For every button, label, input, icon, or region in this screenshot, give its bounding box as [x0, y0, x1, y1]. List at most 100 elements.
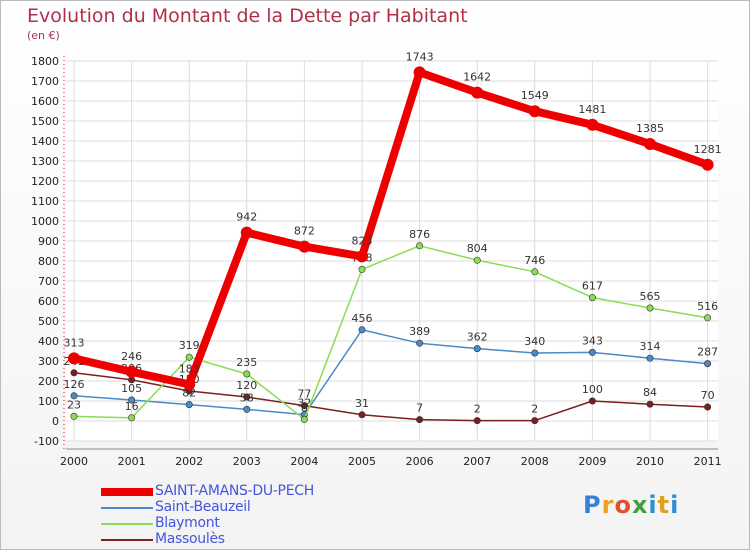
data-point	[300, 402, 308, 410]
data-label: 2	[474, 403, 481, 416]
data-point	[70, 392, 78, 400]
data-label: 82	[182, 387, 196, 400]
x-tick-label: 2005	[348, 455, 376, 468]
data-label: 340	[524, 335, 545, 348]
logo-letter: o	[614, 491, 632, 519]
data-point	[298, 240, 311, 253]
data-point	[358, 326, 366, 334]
data-point	[243, 370, 251, 378]
data-label: 235	[236, 356, 257, 369]
data-point	[644, 138, 656, 150]
data-label: 343	[582, 334, 603, 347]
y-tick-label: 100	[38, 395, 59, 408]
data-label: 942	[236, 211, 257, 224]
data-label: 2	[531, 403, 538, 416]
data-point	[416, 339, 424, 347]
data-point	[128, 396, 136, 404]
data-label: 58	[240, 391, 254, 404]
data-point	[646, 304, 654, 312]
data-label: 362	[467, 331, 488, 344]
y-tick-label: 1300	[31, 155, 59, 168]
x-tick-label: 2008	[521, 455, 549, 468]
data-label: 183	[179, 362, 200, 375]
y-tick-label: 1800	[31, 55, 59, 68]
data-label: 8	[301, 401, 308, 414]
x-tick-label: 2010	[636, 455, 664, 468]
data-point	[528, 105, 541, 118]
data-point	[185, 401, 193, 409]
data-point	[183, 378, 196, 391]
legend-label: Blaymont	[155, 515, 220, 531]
y-tick-label: 1600	[31, 95, 59, 108]
data-label: 389	[409, 325, 430, 338]
data-label: 246	[121, 350, 142, 363]
data-point	[704, 403, 712, 411]
data-point	[473, 417, 481, 425]
data-point	[358, 265, 366, 273]
data-point	[300, 415, 308, 423]
data-point	[701, 158, 714, 171]
chart-title: Evolution du Montant de la Dette par Hab…	[27, 5, 468, 27]
x-tick-label: 2000	[60, 455, 88, 468]
legend-swatch	[101, 507, 153, 509]
x-tick-label: 2003	[233, 455, 261, 468]
data-label: 126	[64, 378, 85, 391]
data-point	[358, 411, 366, 419]
data-point	[646, 400, 654, 408]
y-tick-label: 1500	[31, 115, 59, 128]
proxiti-logo: Proxiti	[583, 491, 679, 519]
data-label: 456	[352, 312, 373, 325]
data-point	[240, 226, 253, 239]
y-tick-label: 1700	[31, 75, 59, 88]
logo-letter: r	[601, 491, 615, 519]
unit-label: (en €)	[27, 29, 60, 42]
data-label: 70	[701, 389, 715, 402]
data-label: 872	[294, 225, 315, 238]
data-label: 1281	[694, 143, 722, 156]
y-tick-label: 300	[38, 355, 59, 368]
data-label: 1481	[578, 103, 606, 116]
data-label: 876	[409, 228, 430, 241]
y-tick-label: 200	[38, 375, 59, 388]
data-point	[531, 268, 539, 276]
data-point	[588, 294, 596, 302]
data-point	[473, 345, 481, 353]
data-label: 287	[697, 346, 718, 359]
y-tick-label: 1100	[31, 195, 59, 208]
logo-letter: i	[670, 491, 680, 519]
logo-letter: x	[631, 491, 649, 519]
data-point	[413, 66, 426, 79]
data-label: 77	[297, 388, 311, 401]
legend-label: Massoulès	[155, 531, 225, 547]
data-label: 1642	[463, 71, 491, 84]
data-point	[588, 397, 596, 405]
data-label: 31	[355, 397, 369, 410]
data-label: 32	[297, 397, 311, 410]
data-point	[68, 352, 80, 365]
data-label: 1743	[406, 50, 434, 63]
y-tick-label: 800	[38, 255, 59, 268]
data-label: 617	[582, 280, 603, 293]
data-point	[416, 242, 424, 250]
x-tick-label: 2007	[463, 455, 491, 468]
logo-letter: t	[657, 491, 671, 519]
data-point	[125, 365, 138, 378]
y-tick-label: 400	[38, 335, 59, 348]
data-point	[128, 414, 136, 422]
logo-letter: P	[583, 491, 602, 519]
data-label: 100	[582, 383, 603, 396]
data-label: 565	[640, 290, 661, 303]
data-point	[531, 349, 539, 357]
y-tick-label: 1000	[31, 215, 59, 228]
data-label: 1549	[521, 89, 549, 102]
legend-swatch	[101, 539, 153, 541]
data-point	[588, 348, 596, 356]
series-line	[73, 329, 709, 416]
legend-swatch	[101, 523, 153, 525]
data-point	[243, 393, 251, 401]
legend-label: Saint-Beauzeil	[155, 499, 251, 515]
data-point	[586, 118, 599, 131]
data-label: 23	[67, 398, 81, 411]
